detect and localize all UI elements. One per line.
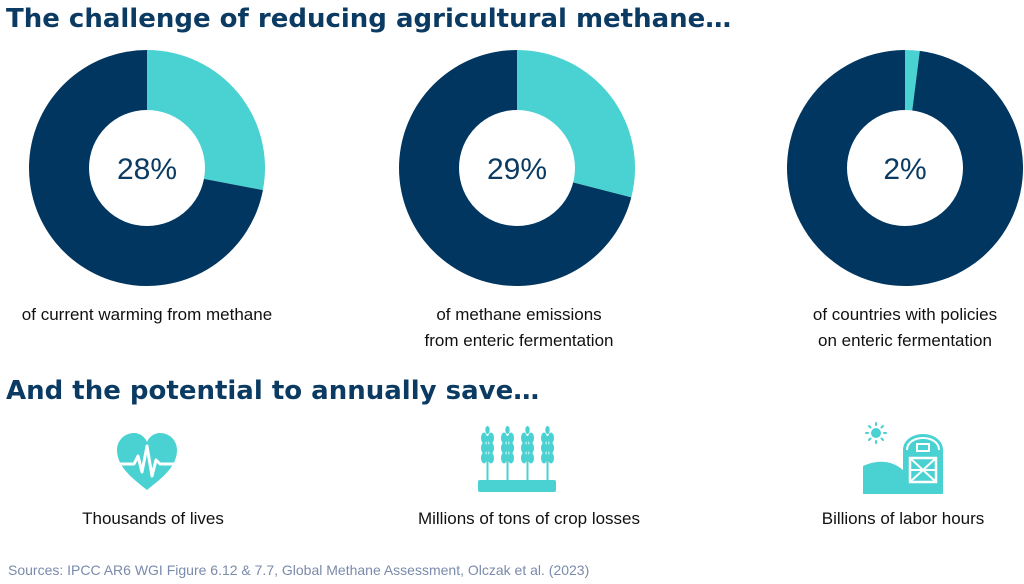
donut-caption-policies: of countries with policies on enteric fe… [745, 302, 1024, 354]
caption-line: on enteric fermentation [818, 331, 992, 350]
donut-caption-enteric-share: of methane emissions from enteric fermen… [359, 302, 679, 354]
donut-chart-policies: 2% [787, 50, 1023, 286]
donut-chart-warming: 28% [29, 50, 265, 286]
donut-center-label: 28% [117, 153, 177, 186]
donut-center-label: 29% [487, 153, 547, 186]
donut-chart-enteric-share: 29% [399, 50, 635, 286]
caption-line: from enteric fermentation [424, 331, 614, 350]
benefit-label-labor-hours: Billions of labor hours [821, 509, 985, 528]
donut-hole [459, 110, 575, 226]
challenge-heading: The challenge of reducing agricultural m… [6, 4, 732, 34]
heartbeat-icon [117, 433, 177, 490]
caption-line: of current warming from methane [21, 305, 273, 324]
donut-center-label: 2% [883, 153, 926, 186]
wheat-crop-icon [478, 426, 556, 492]
donut-hole [89, 110, 205, 226]
barn-sun-icon [863, 422, 943, 494]
donut-hole [847, 110, 963, 226]
benefit-label-lives: Thousands of lives [82, 509, 224, 528]
caption-line: of methane emissions [436, 305, 602, 324]
source-citation: Sources: IPCC AR6 WGI Figure 6.12 & 7.7,… [8, 562, 590, 578]
donut-caption-warming: of current warming from methane [0, 302, 307, 328]
potential-heading: And the potential to annually save… [6, 376, 540, 406]
benefit-label-crop-losses: Millions of tons of crop losses [417, 509, 641, 528]
caption-line: of countries with policies [812, 305, 998, 324]
